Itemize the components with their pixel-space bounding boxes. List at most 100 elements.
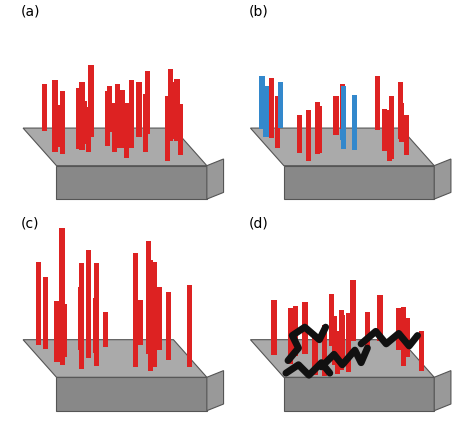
Bar [166, 292, 171, 360]
Bar [389, 101, 394, 159]
Bar [147, 260, 153, 371]
Bar [82, 101, 87, 144]
Bar [62, 304, 67, 357]
Polygon shape [284, 377, 434, 411]
Bar [322, 330, 327, 374]
Bar [350, 280, 356, 341]
Bar [60, 91, 65, 154]
Bar [302, 302, 308, 354]
Bar [55, 301, 60, 362]
Bar [398, 82, 403, 139]
Bar [43, 276, 48, 349]
Bar [333, 95, 338, 135]
Bar [115, 84, 120, 148]
Bar [272, 300, 277, 355]
Polygon shape [250, 340, 434, 377]
Bar [79, 262, 84, 369]
Bar [332, 316, 337, 365]
Bar [306, 110, 311, 161]
Bar [94, 263, 99, 366]
Polygon shape [207, 371, 224, 411]
Bar [133, 253, 138, 367]
Bar [112, 103, 118, 153]
Bar [55, 105, 60, 147]
Bar [317, 106, 322, 153]
Polygon shape [23, 340, 207, 377]
Bar [312, 334, 318, 375]
Polygon shape [434, 159, 451, 199]
Bar [129, 80, 134, 148]
Bar [340, 84, 345, 129]
Bar [377, 295, 383, 341]
Polygon shape [207, 159, 224, 199]
Bar [120, 90, 126, 148]
Polygon shape [434, 371, 451, 411]
Bar [105, 91, 110, 146]
Bar [187, 285, 192, 367]
Bar [269, 78, 274, 138]
Bar [264, 86, 269, 137]
Bar [169, 82, 174, 138]
Bar [152, 262, 157, 367]
Bar [278, 82, 283, 128]
Bar [138, 300, 143, 345]
Bar [137, 82, 142, 138]
Text: (b): (b) [248, 5, 268, 19]
Bar [375, 76, 380, 130]
Bar [382, 109, 387, 151]
Bar [387, 110, 392, 161]
Bar [419, 331, 424, 371]
Bar [335, 331, 340, 374]
Bar [60, 271, 65, 365]
Bar [346, 313, 352, 372]
Text: (d): (d) [248, 216, 268, 230]
Bar [396, 308, 401, 350]
Bar [168, 69, 173, 141]
Bar [103, 312, 109, 347]
Bar [156, 287, 162, 350]
Bar [259, 76, 264, 130]
Bar [36, 262, 41, 345]
Bar [341, 86, 346, 149]
Bar [340, 91, 346, 141]
Bar [89, 65, 94, 137]
Bar [53, 81, 58, 152]
Bar [275, 96, 280, 148]
Polygon shape [56, 377, 207, 411]
Bar [399, 103, 404, 142]
Bar [143, 94, 148, 152]
Bar [405, 318, 410, 357]
Bar [86, 250, 91, 358]
Polygon shape [284, 166, 434, 199]
Bar [365, 313, 370, 351]
Bar [297, 115, 302, 153]
Bar [78, 287, 83, 351]
Bar [42, 84, 47, 132]
Bar [107, 86, 112, 132]
Bar [80, 82, 85, 150]
Bar [93, 298, 98, 353]
Bar [59, 228, 64, 343]
Polygon shape [250, 128, 434, 166]
Polygon shape [23, 128, 207, 166]
Bar [146, 241, 151, 354]
Bar [328, 294, 334, 346]
Bar [178, 104, 183, 155]
Bar [288, 308, 293, 364]
Bar [174, 79, 180, 141]
Text: (c): (c) [21, 216, 39, 230]
Text: (a): (a) [21, 5, 40, 19]
Bar [76, 88, 81, 149]
Bar [293, 306, 298, 357]
Bar [322, 325, 327, 376]
Bar [389, 96, 394, 135]
Bar [340, 315, 345, 365]
Bar [401, 307, 406, 366]
Bar [315, 102, 320, 154]
Bar [339, 310, 344, 370]
Bar [165, 96, 170, 161]
Bar [332, 316, 337, 364]
Polygon shape [56, 166, 207, 199]
Bar [404, 115, 409, 155]
Bar [86, 107, 91, 152]
